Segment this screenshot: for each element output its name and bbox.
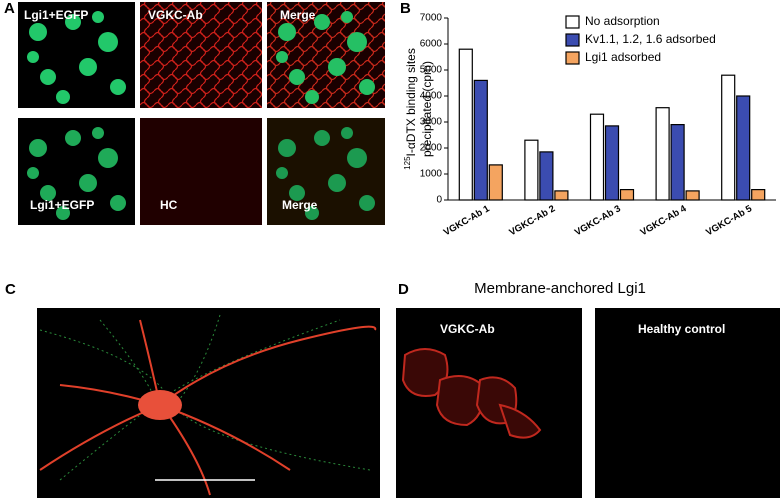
x-tick-label: VGKC-Ab 1 <box>442 203 492 238</box>
legend-swatch <box>565 15 580 29</box>
panel-title: Membrane-anchored Lgi1 <box>474 280 646 297</box>
bar <box>554 190 569 201</box>
legend-label: Kv1.1, 1.2, 1.6 adsorbed <box>585 32 716 46</box>
panel-label: A <box>4 0 15 17</box>
neuron-image <box>37 308 380 498</box>
bar-chart: 0 1000 2000 3000 4000 5000 6000 7000 125I-αDTX b… <box>403 13 776 238</box>
image-label: Lgi1+EGFP <box>24 8 88 22</box>
bar <box>589 113 605 201</box>
bar <box>685 190 700 201</box>
legend-label: Lgi1 adsorbed <box>585 50 661 64</box>
x-tick-label: VGKC-Ab 2 <box>507 203 557 238</box>
y-tick-label: 6000 <box>420 39 443 50</box>
cell-images <box>396 308 780 498</box>
y-tick-label: 0 <box>436 195 442 206</box>
image-label: Lgi1+EGFP <box>30 198 94 212</box>
legend-swatch <box>565 51 580 65</box>
image-label: HC <box>160 198 178 212</box>
image-label: VGKC-Ab <box>148 8 203 22</box>
y-tick-label: 4000 <box>420 91 443 102</box>
panel-label: B <box>400 0 411 17</box>
y-label-line: I-αDTX binding sites <box>404 48 418 156</box>
y-tick-label: 7000 <box>420 13 443 24</box>
y-axis-label: 125I-αDTX binding sites <box>403 48 418 170</box>
bar <box>619 189 635 201</box>
image-label: Merge <box>280 8 316 22</box>
panel-label: C <box>5 281 16 298</box>
y-tick-label: 2000 <box>420 143 443 154</box>
image-grid <box>18 2 385 225</box>
y-axis-label: precipitated (cpm) <box>420 61 434 157</box>
x-tick-label: VGKC-Ab 3 <box>573 203 623 238</box>
y-tick-label: 3000 <box>420 117 443 128</box>
image-label: VGKC-Ab <box>440 322 495 336</box>
bar <box>488 164 503 201</box>
image-label: Merge <box>282 198 318 212</box>
legend-label: No adsorption <box>585 14 660 28</box>
y-label-superscript: 125 <box>403 156 412 170</box>
x-tick-label: VGKC-Ab 4 <box>639 203 689 238</box>
bar <box>736 95 751 201</box>
bar <box>458 48 473 201</box>
bar <box>721 74 736 201</box>
bar <box>604 125 620 201</box>
bar <box>473 79 488 201</box>
y-tick-label: 1000 <box>420 169 443 180</box>
bar <box>670 123 685 201</box>
y-tick-label: 5000 <box>420 65 443 76</box>
x-tick-label: VGKC-Ab 5 <box>704 203 754 238</box>
bar <box>655 107 670 201</box>
image-label: Healthy control <box>638 322 725 336</box>
bar <box>524 139 539 201</box>
bar <box>539 151 554 201</box>
bar <box>751 189 766 201</box>
legend-swatch <box>565 33 580 47</box>
panel-label: D <box>398 281 409 298</box>
